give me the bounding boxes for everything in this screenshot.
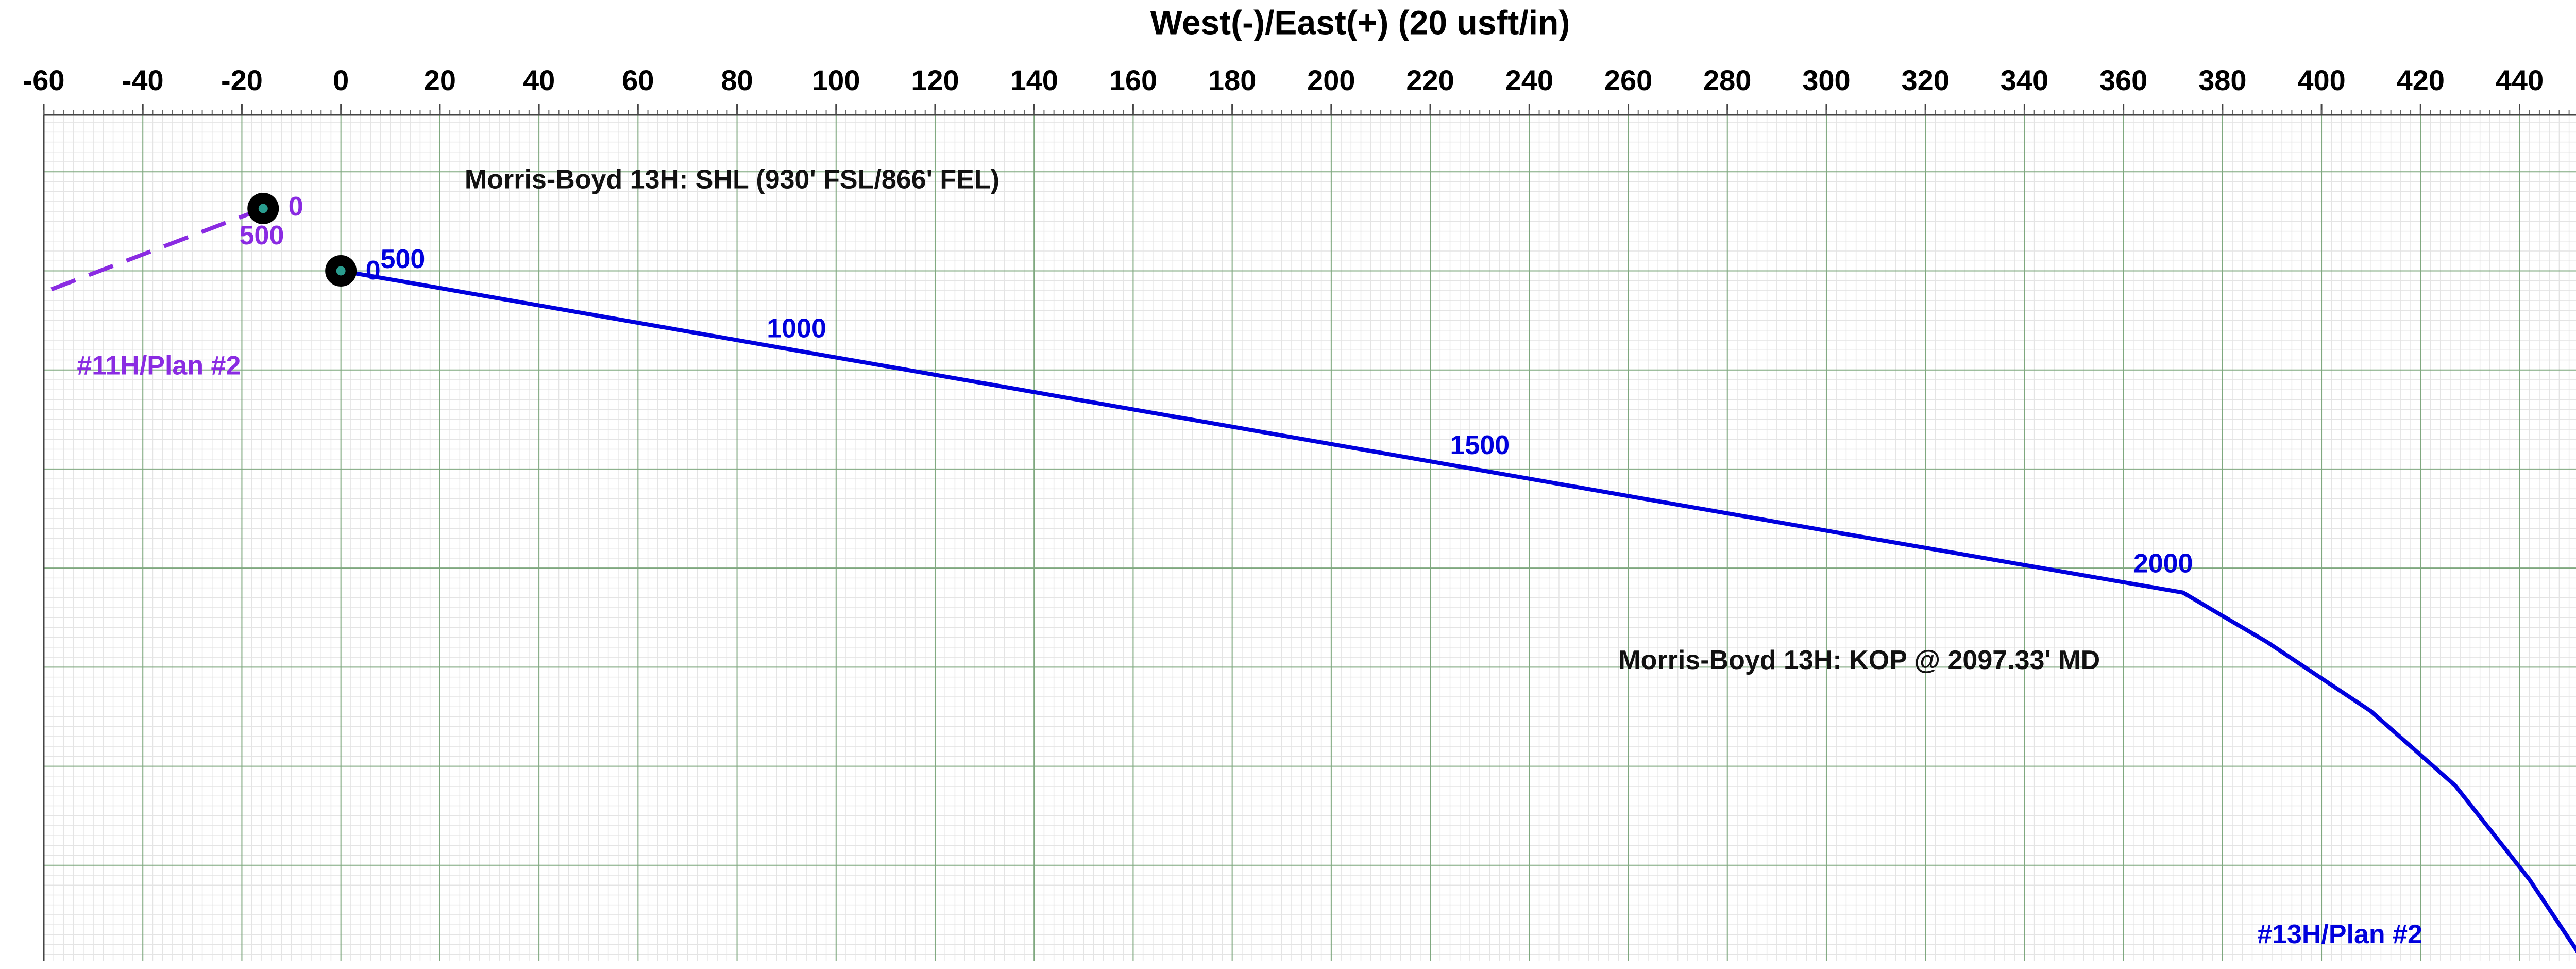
x-tick-label: 120: [911, 64, 959, 96]
x-tick-label: -40: [122, 64, 164, 96]
x-tick-label: 320: [1901, 64, 1949, 96]
series-name: #13H/Plan #2: [2257, 920, 2422, 949]
md-label: 500: [240, 221, 284, 250]
x-tick-label: 140: [1010, 64, 1058, 96]
x-tick-label: 0: [333, 64, 349, 96]
md-label: 500: [381, 244, 426, 274]
x-tick-label: 280: [1703, 64, 1751, 96]
x-tick-label: 380: [2198, 64, 2246, 96]
grid: [44, 115, 2576, 961]
x-tick-label: 200: [1307, 64, 1355, 96]
md-label: 1500: [1450, 430, 1510, 460]
md-label: 0: [289, 192, 303, 222]
x-tick-label: 260: [1604, 64, 1652, 96]
x-tick-label: 180: [1208, 64, 1256, 96]
x-tick-label: 20: [424, 64, 456, 96]
x-tick-label: 80: [721, 64, 753, 96]
surface-location-center: [258, 204, 268, 213]
chart-title: West(-)/East(+) (20 usft/in): [1150, 3, 1570, 41]
x-tick-label: 100: [812, 64, 860, 96]
well-path: [340, 269, 2576, 954]
x-tick-label: -60: [23, 64, 65, 96]
md-label: 2000: [2133, 549, 2193, 579]
x-tick-label: 160: [1109, 64, 1157, 96]
md-label: 0: [366, 256, 381, 286]
x-tick-label: 440: [2496, 64, 2544, 96]
x-tick-label: 40: [523, 64, 555, 96]
x-tick-label: 60: [622, 64, 654, 96]
x-tick-label: 340: [2001, 64, 2048, 96]
md-label: 1000: [767, 313, 826, 343]
x-tick-label: 360: [2099, 64, 2147, 96]
annotation: Morris-Boyd 13H: SHL (930' FSL/866' FEL): [465, 164, 999, 194]
x-tick-label: 240: [1505, 64, 1553, 96]
x-tick-label: 420: [2397, 64, 2445, 96]
x-tick-label: 300: [1802, 64, 1850, 96]
surface-location-center: [336, 266, 346, 276]
x-tick-label: 220: [1406, 64, 1454, 96]
annotation: Morris-Boyd 13H: KOP @ 2097.33' MD: [1618, 645, 2100, 675]
x-tick-label: -20: [221, 64, 263, 96]
series-name: #11H/Plan #2: [77, 350, 241, 380]
x-tick-label: 400: [2297, 64, 2345, 96]
